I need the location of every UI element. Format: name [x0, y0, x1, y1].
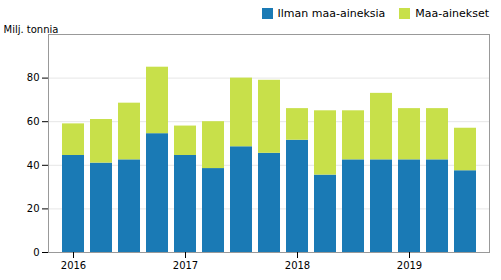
html-text:Ilman maa-aineksia: Ilman maa-aineksia — [277, 6, 386, 20]
svg-text:2017: 2017 — [173, 260, 198, 271]
svg-text:Milj. tonnia: Milj. tonnia — [4, 24, 59, 35]
svg-text:20: 20 — [27, 203, 40, 214]
svg-text:2016: 2016 — [61, 260, 86, 271]
svg-text:80: 80 — [27, 72, 40, 83]
svg-text:2018: 2018 — [285, 260, 310, 271]
html-text:Maa-ainekset: Maa-ainekset — [415, 6, 489, 20]
svg-text:60: 60 — [27, 116, 40, 127]
svg-text:2019: 2019 — [397, 260, 422, 271]
svg-text:40: 40 — [27, 160, 40, 171]
svg-text:0: 0 — [33, 247, 39, 258]
